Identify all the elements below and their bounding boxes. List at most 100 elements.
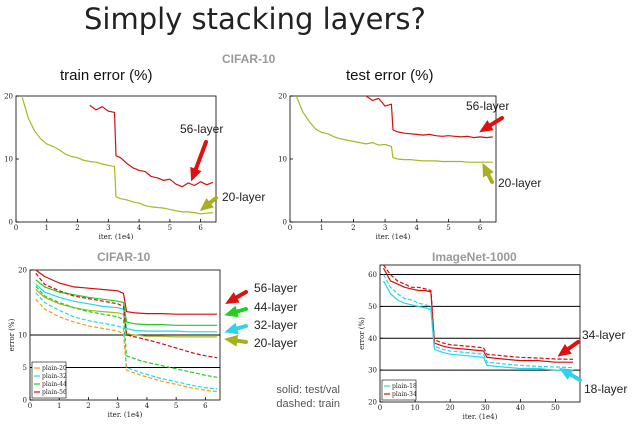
cifar-32-arrow-head bbox=[224, 322, 239, 335]
train-series-20-layer-solid bbox=[21, 97, 213, 215]
test-ytick-label-2: 20 bbox=[278, 93, 287, 101]
imagenet-xlabel: iter. (1e4) bbox=[463, 413, 498, 421]
train-series-56-layer-solid bbox=[89, 104, 214, 188]
train-ytick-label-0: 0 bbox=[9, 219, 13, 227]
imagenet-ytick-label-2: 40 bbox=[368, 335, 377, 343]
line-style-note: solid: test/val dashed: train bbox=[250, 383, 340, 411]
train-ytick-label-1: 10 bbox=[4, 156, 13, 164]
train-ytick-label-2: 20 bbox=[4, 93, 13, 101]
imagenet-34-layer-label: 34-layer bbox=[582, 328, 626, 342]
imagenet-legend-box bbox=[381, 379, 417, 401]
cifar-ytick-label-3: 20 bbox=[18, 267, 27, 275]
test-xtick-label-4: 4 bbox=[415, 224, 420, 232]
test-xtick-label-6: 6 bbox=[478, 224, 483, 232]
imagenet-ytick-label-4: 60 bbox=[368, 271, 377, 279]
cifar-xtick-label-3: 3 bbox=[115, 402, 119, 410]
cifar-xlabel: iter. (1e4) bbox=[108, 411, 143, 419]
test-56-layer-label: 56-layer bbox=[466, 99, 510, 113]
train-axes-frame bbox=[15, 95, 217, 223]
note-solid: solid: test/val bbox=[276, 384, 340, 396]
top-section-title: CIFAR-10 bbox=[222, 52, 276, 66]
imagenet-ytick-label-1: 30 bbox=[368, 367, 377, 375]
imagenet-34-arrow-head bbox=[557, 344, 572, 357]
note-dashed: dashed: train bbox=[276, 398, 340, 410]
imagenet-legend-label-1: plain-34 bbox=[392, 391, 417, 398]
cifar-44-arrow-head bbox=[224, 305, 239, 318]
train-xtick-label-3: 3 bbox=[106, 224, 110, 232]
test-xtick-label-0: 0 bbox=[288, 224, 292, 232]
cifar-series-plain-56-dashed bbox=[35, 272, 218, 359]
imagenet-series-plain-18-dashed bbox=[382, 274, 574, 369]
imagenet-series-plain-34-dashed bbox=[383, 264, 574, 360]
cifar-legend-label-0: plain-20 bbox=[42, 365, 67, 372]
imagenet-ytick-label-0: 20 bbox=[368, 399, 377, 407]
cifar-xtick-label-0: 0 bbox=[28, 402, 32, 410]
test-xtick-label-3: 3 bbox=[383, 224, 387, 232]
imagenet-xtick-label-5: 50 bbox=[551, 404, 560, 412]
test-series-20-layer-solid bbox=[295, 95, 493, 163]
cifar-plot-title: CIFAR-10 bbox=[97, 250, 151, 264]
train-56-layer-label: 56-layer bbox=[180, 122, 224, 136]
cifar-legend-label-3: plain-56 bbox=[42, 389, 67, 396]
imagenet-18-arrow-head bbox=[559, 368, 574, 380]
train-xtick-label-1: 1 bbox=[45, 224, 49, 232]
train-error-title: train error (%) bbox=[60, 67, 153, 84]
test-56-arrow-head bbox=[479, 120, 494, 133]
imagenet-axes-frame bbox=[379, 264, 581, 403]
cifar-xtick-label-6: 6 bbox=[203, 402, 208, 410]
test-ytick-label-1: 10 bbox=[278, 156, 287, 164]
imagenet-xtick-label-1: 10 bbox=[411, 404, 420, 412]
train-xlabel: iter. (1e4) bbox=[99, 233, 134, 241]
cifar-20-layer-label: 20-layer bbox=[254, 336, 298, 350]
cifar-ylabel: error (%) bbox=[8, 318, 16, 351]
imagenet-xtick-label-2: 20 bbox=[446, 404, 455, 412]
cifar-series-plain-20-dashed bbox=[35, 298, 218, 393]
imagenet-series-plain-18-solid bbox=[382, 280, 573, 371]
imagenet-xtick-label-3: 30 bbox=[481, 404, 490, 412]
test-error-title: test error (%) bbox=[346, 67, 434, 84]
cifar-ytick-label-2: 10 bbox=[18, 332, 27, 340]
imagenet-ylabel: error (%) bbox=[358, 317, 366, 350]
test-xtick-label-2: 2 bbox=[351, 224, 355, 232]
imagenet-plot-title: ImageNet-1000 bbox=[432, 250, 517, 264]
train-56-arrow-head bbox=[190, 166, 202, 182]
train-56-arrow-shaft bbox=[192, 140, 208, 176]
train-xtick-label-5: 5 bbox=[168, 224, 172, 232]
test-xtick-label-5: 5 bbox=[446, 224, 450, 232]
train-xtick-label-2: 2 bbox=[75, 224, 79, 232]
train-20-arrow-head bbox=[199, 198, 214, 211]
imagenet-ytick-label-3: 50 bbox=[368, 303, 377, 311]
cifar-series-plain-56-solid bbox=[35, 269, 218, 315]
cifar-xtick-label-4: 4 bbox=[145, 402, 150, 410]
imagenet-legend-label-0: plain-18 bbox=[392, 383, 417, 390]
cifar-series-plain-32-dashed bbox=[35, 292, 218, 390]
train-20-layer-label: 20-layer bbox=[222, 190, 266, 204]
test-20-layer-label: 20-layer bbox=[498, 176, 542, 190]
cifar-legend-label-2: plain-44 bbox=[42, 381, 67, 388]
train-xtick-label-6: 6 bbox=[198, 224, 203, 232]
imagenet-series-plain-34-solid bbox=[382, 267, 573, 363]
test-xlabel: iter. (1e4) bbox=[376, 233, 411, 241]
cifar-xtick-label-5: 5 bbox=[174, 402, 178, 410]
cifar-20-arrow-head bbox=[224, 334, 239, 347]
test-ytick-label-0: 0 bbox=[283, 219, 287, 227]
imagenet-xtick-label-0: 0 bbox=[378, 404, 382, 412]
train-xtick-label-4: 4 bbox=[137, 224, 142, 232]
imagenet-xtick-label-4: 40 bbox=[516, 404, 525, 412]
cifar-44-layer-label: 44-layer bbox=[254, 300, 298, 314]
cifar-ytick-label-0: 0 bbox=[23, 397, 27, 405]
cifar-ytick-label-1: 5 bbox=[23, 364, 27, 372]
cifar-32-layer-label: 32-layer bbox=[254, 318, 298, 332]
train-xtick-label-0: 0 bbox=[14, 224, 18, 232]
cifar-56-arrow-head bbox=[225, 292, 240, 304]
imagenet-18-layer-label: 18-layer bbox=[584, 382, 628, 396]
test-xtick-label-1: 1 bbox=[319, 224, 323, 232]
test-20-arrow-head bbox=[482, 162, 494, 178]
cifar-xtick-label-2: 2 bbox=[86, 402, 90, 410]
cifar-56-layer-label: 56-layer bbox=[254, 281, 298, 295]
test-series-56-layer-solid bbox=[365, 95, 493, 139]
test-axes-frame bbox=[289, 95, 497, 223]
slide-title: Simply stacking layers? bbox=[84, 2, 426, 36]
cifar-legend-label-1: plain-32 bbox=[42, 373, 67, 380]
